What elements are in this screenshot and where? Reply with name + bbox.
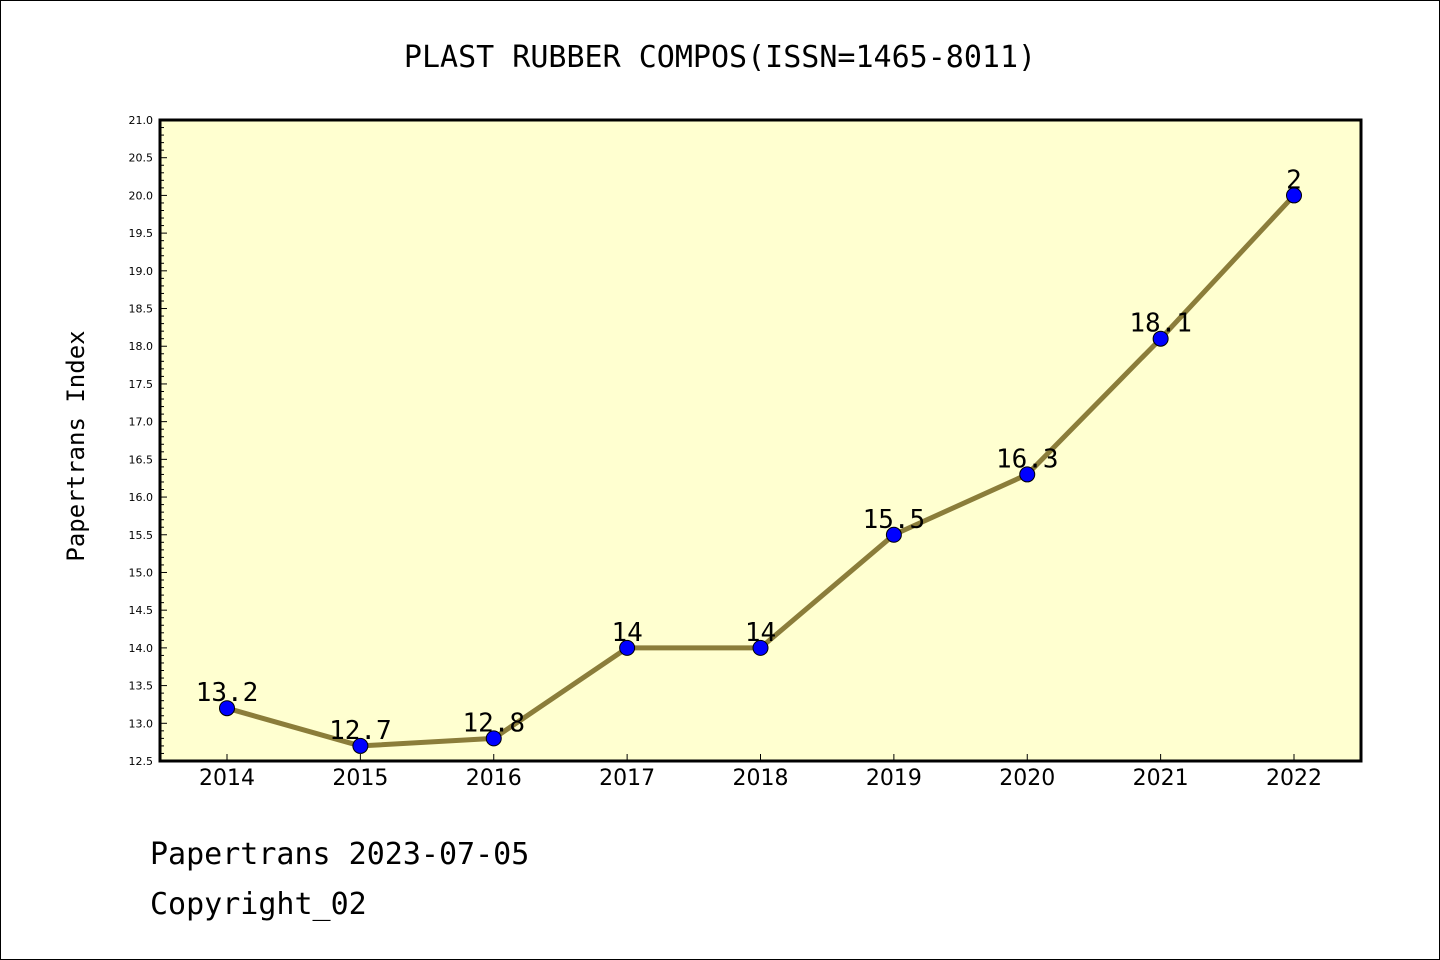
series-layer: 13.2 12.7 12.8 14 14 15.5 16.3 18.1 2 <box>196 165 1302 754</box>
x-axis: 2014 2015 2016 2017 2018 2019 2020 2021 2022 <box>199 754 1322 791</box>
data-label: 16.3 <box>996 444 1059 474</box>
data-point <box>485 730 502 747</box>
data-label: 12.8 <box>462 708 525 738</box>
x-tick-label: 2014 <box>199 766 255 791</box>
data-point <box>1286 187 1302 204</box>
y-axis: 12.5 13.0 13.5 14.0 14.5 15.0 15.5 16.0 16.5 17.0… <box>129 114 167 768</box>
footer-copyright: Copyright_02 <box>150 887 367 922</box>
data-label: 14 <box>611 618 642 648</box>
y-tick-label: 19.5 <box>129 227 154 240</box>
y-tick-label: 12.5 <box>129 755 154 768</box>
data-point <box>219 700 235 717</box>
y-tick-label: 15.5 <box>129 529 154 542</box>
chart-title: PLAST RUBBER COMPOS(ISSN=1465-8011) <box>404 40 1036 75</box>
y-tick-label: 17.5 <box>129 378 154 391</box>
y-tick-label: 14.5 <box>129 604 154 617</box>
data-point <box>1152 330 1169 347</box>
data-point <box>752 639 769 656</box>
y-tick-label: 14.0 <box>129 642 154 655</box>
data-label: 13.2 <box>196 678 259 708</box>
x-tick-label: 2022 <box>1266 766 1322 791</box>
plot-area <box>158 118 1363 763</box>
x-tick-label: 2021 <box>1133 766 1189 791</box>
y-tick-label: 21.0 <box>129 114 154 127</box>
x-tick-label: 2019 <box>866 766 922 791</box>
data-label: 18.1 <box>1129 309 1192 339</box>
y-tick-label: 20.5 <box>129 152 154 165</box>
data-label: 12.7 <box>329 716 392 746</box>
y-tick-label: 19.0 <box>129 265 154 278</box>
x-tick-label: 2020 <box>999 766 1055 791</box>
y-tick-label: 18.0 <box>129 340 154 353</box>
data-label: 15.5 <box>863 505 926 535</box>
data-point <box>619 639 636 656</box>
y-tick-label: 16.0 <box>129 491 154 504</box>
y-tick-label: 13.0 <box>129 717 154 730</box>
data-point <box>885 526 902 543</box>
y-tick-label: 16.5 <box>129 453 154 466</box>
y-axis-label: Papertrans Index <box>62 330 90 561</box>
y-tick-label: 17.0 <box>129 416 154 429</box>
footer-date: Papertrans 2023-07-05 <box>150 837 529 872</box>
data-point <box>1019 466 1036 483</box>
y-tick-label: 13.5 <box>129 680 154 693</box>
y-tick-label: 20.0 <box>129 189 154 202</box>
x-tick-label: 2018 <box>733 766 789 791</box>
y-tick-label: 18.5 <box>129 303 154 316</box>
data-point <box>352 737 369 754</box>
data-label: 2 <box>1286 165 1302 195</box>
x-tick-label: 2016 <box>466 766 522 791</box>
y-tick-label: 15.0 <box>129 566 154 579</box>
x-tick-label: 2015 <box>332 766 388 791</box>
data-label: 14 <box>745 618 776 648</box>
x-tick-label: 2017 <box>599 766 655 791</box>
